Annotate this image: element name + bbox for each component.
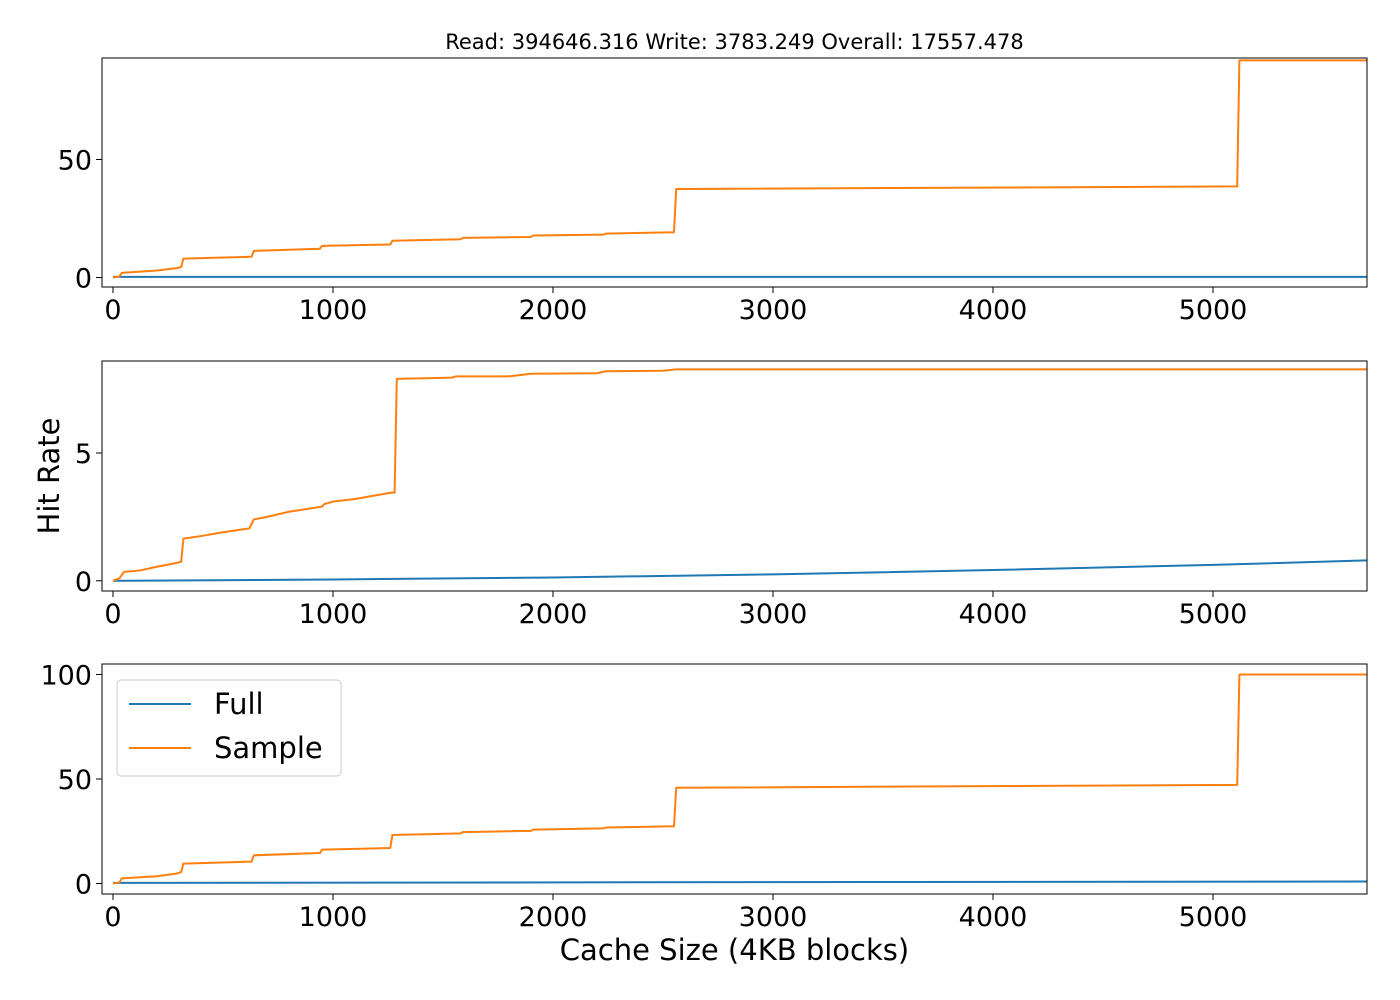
x-tick-label: 5000 [1179,599,1248,630]
x-tick-label: 0 [104,295,121,326]
y-tick-label: 0 [75,870,92,901]
x-tick-label: 0 [104,902,121,933]
subplot-2: 0 1000 2000 3000 4000 5000 0 5 Hit Rate [32,360,1368,630]
x-tick-label: 2000 [519,902,588,933]
legend: Full Sample [116,679,342,777]
x-tick-label: 1000 [299,295,368,326]
x-tick-label: 3000 [739,599,808,630]
y-tick-label: 100 [40,660,92,691]
x-tick-label: 4000 [959,599,1028,630]
x-tick-label: 3000 [739,295,808,326]
y-tick-label: 0 [75,567,92,598]
y-tick-label: 0 [75,264,92,295]
x-tick-label: 2000 [519,295,588,326]
x-tick-label: 0 [104,599,121,630]
series-line-sample [112,59,1367,279]
axes-frame [101,360,1368,592]
series-line-full [112,559,1367,582]
y-tick-label: 50 [58,765,92,796]
x-tick-label: 5000 [1179,295,1248,326]
subplot-3: 0 1000 2000 3000 4000 5000 0 50 100 Cache Size (4… [40,660,1368,967]
legend-label-sample: Sample [214,731,323,765]
x-tick-label: 1000 [299,599,368,630]
x-tick-label: 5000 [1179,902,1248,933]
x-tick-label: 2000 [519,599,588,630]
subplot-1: 0 1000 2000 3000 4000 5000 0 50 Read: 394646.316… [58,30,1368,326]
series-line-full [112,880,1367,884]
y-axis-label: Hit Rate [32,418,66,535]
chart-title: Read: 394646.316 Write: 3783.249 Overall… [445,30,1024,54]
y-tick-label: 50 [58,146,92,177]
x-tick-label: 4000 [959,295,1028,326]
series-line-sample [112,368,1367,582]
x-tick-label: 4000 [959,902,1028,933]
axes-frame [101,57,1368,288]
series-line-sample [112,673,1367,885]
x-tick-label: 1000 [299,902,368,933]
y-tick-label: 5 [75,439,92,470]
x-axis-label: Cache Size (4KB blocks) [560,933,909,967]
legend-label-full: Full [214,687,264,721]
x-tick-label: 3000 [739,902,808,933]
